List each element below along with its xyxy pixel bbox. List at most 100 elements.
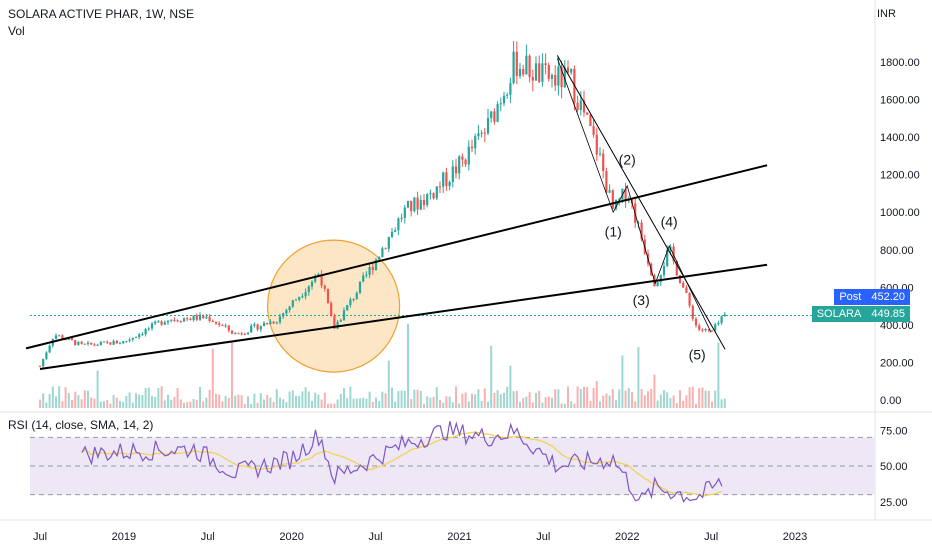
candle-body [544, 63, 547, 66]
candle-body [301, 296, 304, 298]
volume-bar [487, 401, 489, 408]
candle-body [422, 199, 426, 206]
candle-body [451, 166, 454, 182]
candle-body [237, 333, 240, 335]
price-tick-label: 200.00 [880, 357, 914, 369]
candle-body [515, 51, 518, 77]
candle-body [339, 320, 342, 322]
candle-body [499, 103, 502, 105]
volume-bar [74, 391, 77, 408]
time-tick-label: Jul [201, 531, 215, 543]
volume-bar [528, 392, 531, 408]
candle-body [394, 230, 397, 232]
candle-body [45, 352, 48, 359]
candle-body [560, 66, 563, 88]
candle-body [691, 305, 694, 319]
candle-body [122, 341, 125, 344]
candle-body [179, 321, 182, 323]
candle-body [541, 63, 544, 82]
candle-body [291, 300, 294, 307]
price-tick-label: 1600.00 [880, 95, 920, 107]
volume-bar [160, 386, 163, 408]
candle-body [464, 159, 467, 165]
volume-bar [576, 386, 579, 408]
candle-body [323, 285, 326, 289]
volume-bar [563, 403, 566, 408]
post-tag-label: Post [834, 289, 867, 305]
volume-bar [618, 389, 621, 408]
volume-bar [192, 398, 195, 408]
volume-bar [711, 401, 713, 408]
volume-bar [163, 400, 166, 408]
candle-body [486, 118, 490, 134]
volume-bar [237, 394, 240, 408]
volume-bar [64, 387, 67, 408]
volume-bar [698, 388, 701, 408]
candle-body [125, 340, 128, 342]
candle-body [134, 337, 138, 339]
volume-bar [317, 394, 320, 408]
volume-bar [656, 400, 659, 408]
volume-bar [336, 399, 339, 408]
volume-bar [499, 394, 502, 408]
volume-bar [400, 390, 403, 408]
volume-bar [211, 348, 214, 408]
volume-bar [647, 391, 649, 408]
price-tick-label: 400.00 [880, 320, 914, 332]
volume-bar [285, 402, 288, 408]
volume-bar [464, 392, 467, 408]
volume-bar [93, 398, 96, 408]
candle-body [314, 276, 317, 282]
rsi-line [81, 421, 723, 503]
volume-bar [429, 397, 432, 408]
volume-bar [695, 403, 697, 408]
volume-bar [723, 398, 726, 408]
volume-bar [522, 398, 525, 408]
candle-body [352, 298, 355, 300]
candle-body [90, 342, 93, 345]
volume-bar [605, 393, 608, 408]
candle-body [227, 325, 230, 331]
candle-body [528, 55, 531, 78]
volume-bar [138, 394, 141, 408]
volume-label[interactable]: Vol [8, 24, 25, 38]
candle-body [240, 333, 243, 335]
candle-body [458, 156, 461, 174]
wave-label: (3) [633, 292, 650, 308]
time-tick-label: 2022 [615, 531, 639, 543]
rsi-label[interactable]: RSI (14, close, SMA, 14, 2) [8, 418, 154, 432]
candle-body [365, 274, 368, 276]
volume-bar [195, 399, 198, 408]
volume-bars [39, 323, 726, 408]
candle-body [637, 222, 640, 224]
volume-bar [352, 398, 355, 408]
candle-body [666, 250, 669, 266]
volume-bar [112, 395, 115, 408]
volume-bar [375, 397, 377, 408]
candle-body [461, 156, 464, 160]
trendlines [25, 55, 768, 371]
volume-bar [240, 395, 243, 408]
volume-bar [691, 386, 694, 408]
candle-body [221, 325, 224, 327]
volume-bar [253, 393, 256, 408]
candle-body [707, 329, 710, 331]
volume-bar [67, 393, 70, 408]
candle-body [336, 321, 339, 329]
symbol-title[interactable]: SOLARA ACTIVE PHAR, 1W, NSE [8, 7, 195, 21]
volume-bar [243, 403, 246, 408]
volume-bar [653, 374, 656, 408]
candle-body [589, 114, 592, 126]
volume-bar [122, 402, 125, 408]
volume-bar [634, 401, 637, 408]
volume-bar [103, 401, 105, 408]
volume-bar [231, 340, 233, 408]
volume-bar [615, 400, 617, 408]
volume-bar [106, 399, 109, 408]
volume-bar [611, 389, 614, 408]
volume-bar [189, 401, 192, 408]
volume-bar [407, 323, 409, 408]
candle-body [442, 172, 445, 187]
